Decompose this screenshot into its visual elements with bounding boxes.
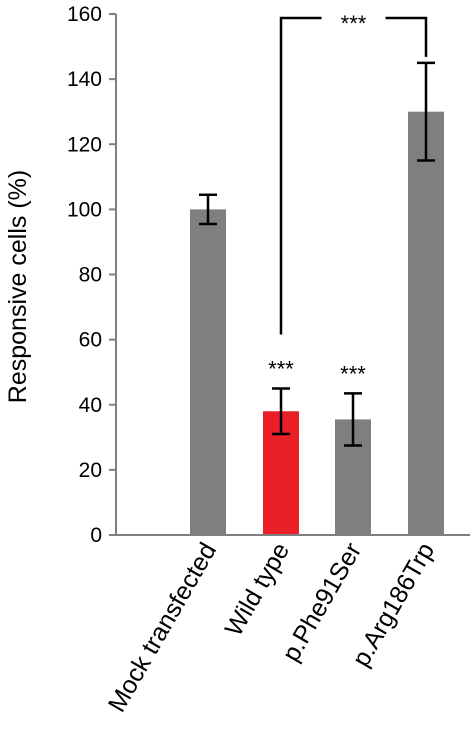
y-tick-label: 100 bbox=[67, 198, 102, 221]
x-tick-label: Wild type bbox=[220, 538, 296, 641]
significance-label: *** bbox=[340, 361, 366, 386]
y-ticks-group: 0 20 40 60 80 100 120 140 160 bbox=[67, 3, 116, 547]
bars-group bbox=[190, 111, 444, 535]
comparison-bracket bbox=[279, 16, 428, 335]
error-bars-group bbox=[199, 61, 435, 447]
y-tick-label: 160 bbox=[67, 3, 102, 26]
error-bar bbox=[272, 387, 290, 436]
y-tick-label: 0 bbox=[90, 524, 102, 547]
bar bbox=[190, 209, 226, 535]
bar bbox=[408, 111, 444, 535]
significance-label: *** bbox=[268, 356, 294, 381]
y-tick-label: 120 bbox=[67, 133, 102, 156]
comparison-significance-label: *** bbox=[341, 11, 367, 36]
error-bar bbox=[344, 392, 362, 447]
error-bar bbox=[417, 61, 435, 162]
y-tick-label: 140 bbox=[67, 68, 102, 91]
y-tick-label: 40 bbox=[79, 394, 102, 417]
error-bar bbox=[199, 193, 217, 226]
y-tick-label: 20 bbox=[79, 459, 102, 482]
x-tick-label: Mock transfected bbox=[103, 538, 222, 717]
y-axis-label: Responsive cells (%) bbox=[4, 170, 32, 403]
significance-group: *** *** *** bbox=[268, 11, 428, 386]
y-tick-label: 60 bbox=[79, 329, 102, 352]
y-tick-label: 80 bbox=[79, 264, 102, 287]
